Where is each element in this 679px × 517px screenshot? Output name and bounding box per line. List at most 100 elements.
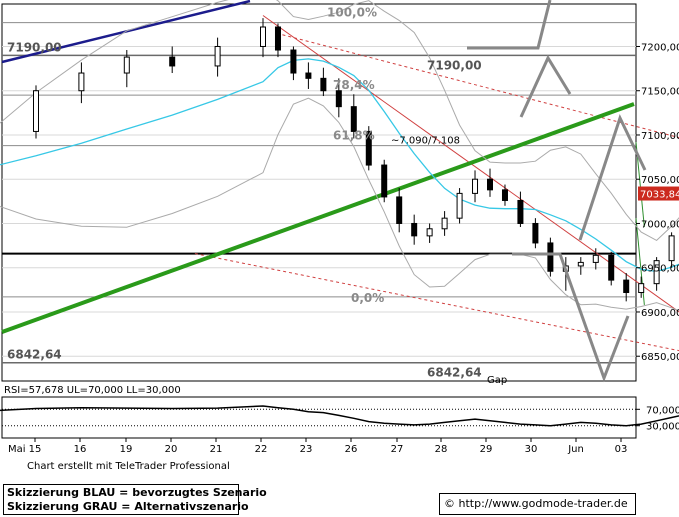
resistance-zone-label: ~7.090/7.108 bbox=[391, 136, 460, 147]
candle-body bbox=[290, 49, 297, 74]
gray-scenario-mid bbox=[519, 54, 572, 118]
fib-618-label: 61,8% bbox=[333, 129, 375, 143]
level-684264-right-label: 6842,64 bbox=[427, 366, 482, 380]
fib-100-label: 100,0% bbox=[327, 6, 377, 20]
y-tick-label: 7050,00 bbox=[641, 175, 679, 186]
x-tick-label: 29 bbox=[480, 444, 493, 455]
chart-labels: 7190,00 7190,00 6842,64 6842,64 100,0% 78,4% 6… bbox=[7, 6, 507, 386]
last-price-badge bbox=[638, 186, 679, 201]
candle-body bbox=[260, 26, 266, 47]
x-tick-label: 03 bbox=[615, 444, 628, 455]
x-axis: Mai 15 16 19 20 21 22 23 26 27 28 29 30 Jun 03 bbox=[2, 437, 636, 455]
x-tick-label: 22 bbox=[255, 444, 268, 455]
candle-body bbox=[335, 90, 342, 108]
horizontal-grid bbox=[1, 3, 637, 382]
candle-body bbox=[577, 261, 584, 267]
source-url[interactable]: © http://www.godmode-trader.de bbox=[444, 497, 628, 510]
scenario-sketches bbox=[467, 0, 647, 383]
candle-body bbox=[305, 72, 312, 79]
gray-scenario-top bbox=[467, 0, 552, 50]
candle-body bbox=[214, 45, 221, 67]
level-7190-left-label: 7190,00 bbox=[7, 40, 62, 54]
x-tick-label: Mai bbox=[8, 444, 26, 455]
fib-784-label: 78,4% bbox=[333, 78, 375, 92]
candle-body bbox=[33, 90, 39, 132]
copyright-icon: © bbox=[444, 497, 455, 510]
y-tick-label: 7150,00 bbox=[641, 87, 679, 98]
x-tick-label: 23 bbox=[300, 444, 313, 455]
candle-body bbox=[608, 254, 615, 281]
down-channel-solid bbox=[262, 15, 679, 313]
rsi-line bbox=[0, 405, 679, 427]
scenario-legend: Skizzierung BLAU = bevorzugtes Szenario … bbox=[3, 484, 267, 515]
legend-gray-text: Skizzierung GRAU = Alternativszenario bbox=[7, 500, 249, 513]
x-tick-label: 30 bbox=[525, 444, 538, 455]
candle-body bbox=[532, 222, 539, 244]
x-tick-label: 19 bbox=[120, 444, 133, 455]
gray-scenario-right bbox=[578, 113, 647, 241]
candle-body bbox=[274, 26, 281, 51]
candle-body bbox=[653, 260, 660, 285]
down-channel-upper bbox=[276, 32, 679, 139]
moving-average-line bbox=[0, 58, 679, 273]
rsi-panel: RSI=57,678 UL=70,000 LL=30,000 70,000 30,0… bbox=[0, 385, 679, 439]
candle-body bbox=[592, 254, 599, 263]
rsi-label: RSI=57,678 UL=70,000 LL=30,000 bbox=[4, 385, 181, 396]
x-tick-label: 21 bbox=[210, 444, 223, 455]
y-tick-label: 6950,00 bbox=[641, 264, 679, 275]
gap-label: Gap bbox=[487, 375, 507, 386]
bollinger-lower bbox=[0, 97, 679, 312]
y-tick-label: 7000,00 bbox=[641, 219, 679, 230]
down-channel-lower bbox=[194, 253, 679, 352]
candle-body bbox=[638, 283, 645, 294]
candle-body bbox=[78, 72, 85, 92]
chart-credit: Chart erstellt mit TeleTrader Profession… bbox=[27, 461, 230, 472]
url-text[interactable]: http://www.godmode-trader.de bbox=[458, 497, 628, 510]
candle-body bbox=[381, 164, 388, 198]
y-tick-label: 7100,00 bbox=[641, 131, 679, 142]
last-price-label: 7033,84 bbox=[640, 190, 679, 201]
candle-body bbox=[472, 178, 479, 194]
candle-body bbox=[547, 242, 554, 272]
candle-body bbox=[123, 56, 130, 74]
candle-body bbox=[487, 178, 493, 191]
chart-overlays bbox=[1, 0, 679, 364]
candle-body bbox=[350, 106, 357, 132]
x-tick-label: 20 bbox=[165, 444, 178, 455]
candle-body bbox=[169, 56, 176, 67]
level-684264-left-label: 6842,64 bbox=[7, 348, 62, 362]
bollinger-upper bbox=[0, 0, 679, 242]
price-panel-frame bbox=[1, 3, 637, 382]
rsi-tick-label: 70,000 bbox=[646, 405, 679, 416]
main-trend-line bbox=[1, 102, 635, 334]
candle-body bbox=[456, 192, 463, 219]
y-tick-label: 6850,00 bbox=[641, 352, 679, 363]
source-link[interactable]: © http://www.godmode-trader.de bbox=[439, 493, 636, 515]
rsi-tick-label: 30,000 bbox=[646, 422, 679, 433]
candle-body bbox=[411, 222, 418, 237]
candle-body bbox=[441, 217, 448, 230]
candle-body bbox=[668, 235, 675, 262]
candle-body bbox=[517, 199, 524, 224]
candle-body bbox=[396, 196, 403, 224]
level-7190-right-label: 7190,00 bbox=[427, 58, 482, 72]
gray-scenario-bottom bbox=[512, 252, 630, 383]
x-tick-label: 16 bbox=[74, 444, 87, 455]
candle-body bbox=[623, 279, 630, 294]
legend-blue-text: Skizzierung BLAU = bevorzugtes Szenario bbox=[7, 486, 267, 499]
y-tick-label: 6900,00 bbox=[641, 308, 679, 319]
y-tick-label: 7200,00 bbox=[641, 42, 679, 53]
rsi-panel-frame bbox=[1, 396, 637, 439]
bollinger-bands bbox=[0, 0, 679, 312]
x-tick-label: 27 bbox=[391, 444, 404, 455]
candle-body bbox=[365, 130, 372, 166]
x-tick-label: 15 bbox=[29, 444, 42, 455]
x-tick-label: 28 bbox=[435, 444, 448, 455]
x-tick-label: 26 bbox=[345, 444, 358, 455]
candle-body bbox=[501, 189, 508, 201]
candle-body bbox=[320, 77, 327, 92]
candle-body bbox=[426, 228, 433, 237]
x-tick-label: Jun bbox=[567, 444, 584, 455]
y-axis: 7200,00 7150,00 7100,00 7050,00 7000,00 6950,… bbox=[636, 42, 679, 363]
